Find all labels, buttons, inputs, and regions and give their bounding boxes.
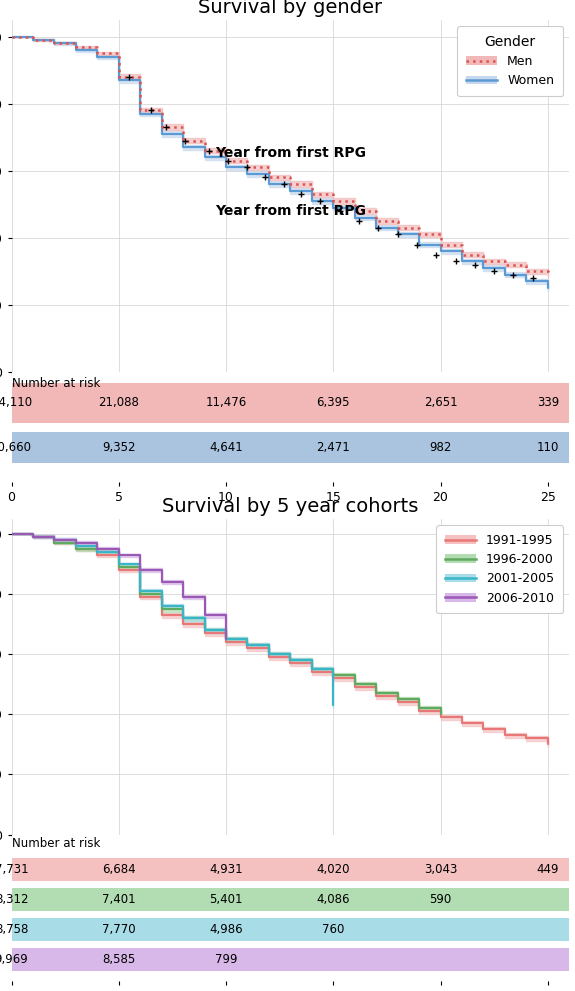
Text: 4,641: 4,641 xyxy=(209,441,243,454)
Bar xyxy=(12,383,569,423)
Bar xyxy=(12,947,569,971)
Text: 110: 110 xyxy=(536,441,559,454)
Bar xyxy=(12,858,569,881)
Text: 21,088: 21,088 xyxy=(98,396,139,409)
Text: 5,401: 5,401 xyxy=(209,893,243,906)
Text: Year from first RPG: Year from first RPG xyxy=(215,147,366,161)
Text: 11,476: 11,476 xyxy=(205,396,247,409)
Text: 760: 760 xyxy=(322,923,344,936)
Text: 6,395: 6,395 xyxy=(316,396,350,409)
Text: 2,471: 2,471 xyxy=(316,441,350,454)
Text: 799: 799 xyxy=(215,953,237,966)
Text: 982: 982 xyxy=(430,441,452,454)
Text: 4,931: 4,931 xyxy=(209,863,243,876)
Bar xyxy=(12,432,569,463)
Text: 7,770: 7,770 xyxy=(102,923,136,936)
Text: 4,986: 4,986 xyxy=(209,923,243,936)
Title: Survival by gender: Survival by gender xyxy=(198,0,382,17)
Text: 3,043: 3,043 xyxy=(424,863,457,876)
Legend: Men, Women: Men, Women xyxy=(457,26,563,96)
Text: 7,401: 7,401 xyxy=(102,893,136,906)
Text: Year from first RPG: Year from first RPG xyxy=(215,204,366,218)
Bar xyxy=(12,918,569,941)
Text: 10,660: 10,660 xyxy=(0,441,32,454)
Legend: 1991-1995, 1996-2000, 2001-2005, 2006-2010: 1991-1995, 1996-2000, 2001-2005, 2006-20… xyxy=(436,525,563,613)
Text: 8,585: 8,585 xyxy=(102,953,135,966)
Text: 449: 449 xyxy=(536,863,559,876)
Text: 6,684: 6,684 xyxy=(102,863,136,876)
Text: 2,651: 2,651 xyxy=(424,396,457,409)
Text: 24,110: 24,110 xyxy=(0,396,32,409)
Text: 4,020: 4,020 xyxy=(316,863,350,876)
Text: 8,758: 8,758 xyxy=(0,923,28,936)
Text: 590: 590 xyxy=(430,893,452,906)
Text: 9,969: 9,969 xyxy=(0,953,28,966)
Text: 7,731: 7,731 xyxy=(0,863,28,876)
Bar xyxy=(12,888,569,911)
Text: 8,312: 8,312 xyxy=(0,893,28,906)
Text: 9,352: 9,352 xyxy=(102,441,136,454)
Text: 339: 339 xyxy=(536,396,559,409)
Title: Survival by 5 year cohorts: Survival by 5 year cohorts xyxy=(162,497,419,516)
Text: Number at risk: Number at risk xyxy=(12,378,100,390)
Text: Number at risk: Number at risk xyxy=(12,837,100,850)
Text: 4,086: 4,086 xyxy=(316,893,350,906)
